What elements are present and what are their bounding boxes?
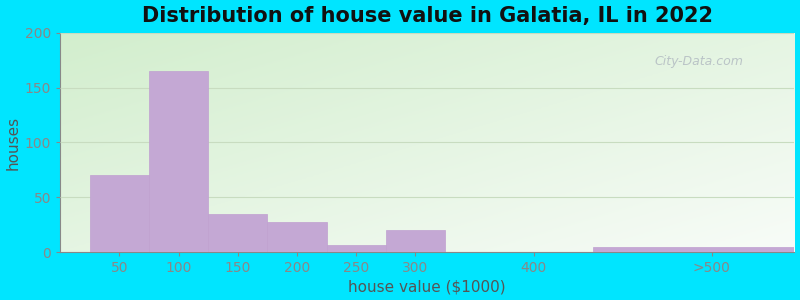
Bar xyxy=(267,221,326,252)
Bar xyxy=(208,214,267,252)
Bar xyxy=(386,230,445,252)
Text: City-Data.com: City-Data.com xyxy=(655,55,744,68)
Bar xyxy=(90,176,149,252)
X-axis label: house value ($1000): house value ($1000) xyxy=(349,279,506,294)
Title: Distribution of house value in Galatia, IL in 2022: Distribution of house value in Galatia, … xyxy=(142,6,713,26)
Y-axis label: houses: houses xyxy=(6,116,21,169)
Bar xyxy=(149,71,208,252)
Bar xyxy=(326,244,386,252)
Bar xyxy=(593,247,800,252)
